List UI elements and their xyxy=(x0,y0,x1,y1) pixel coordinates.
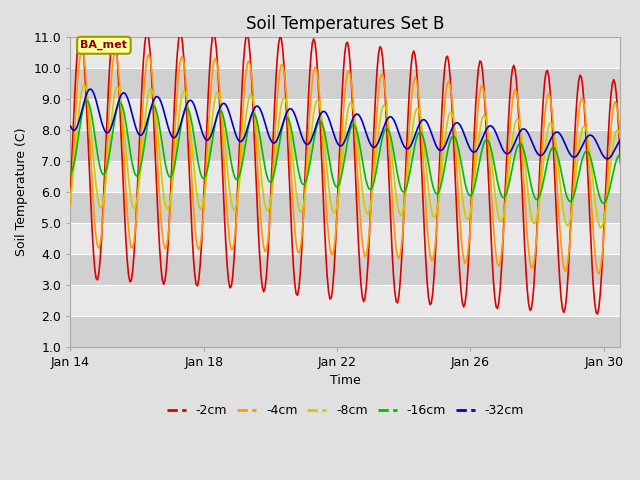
Bar xyxy=(70,254,620,285)
Text: BA_met: BA_met xyxy=(81,40,127,50)
Bar xyxy=(70,37,620,68)
Bar xyxy=(70,99,620,130)
Bar xyxy=(70,285,620,316)
X-axis label: Time: Time xyxy=(330,374,361,387)
Bar xyxy=(70,316,620,347)
Bar xyxy=(70,130,620,161)
Y-axis label: Soil Temperature (C): Soil Temperature (C) xyxy=(15,128,28,256)
Bar xyxy=(70,192,620,223)
Legend: -2cm, -4cm, -8cm, -16cm, -32cm: -2cm, -4cm, -8cm, -16cm, -32cm xyxy=(162,399,529,422)
Title: Soil Temperatures Set B: Soil Temperatures Set B xyxy=(246,15,445,33)
Bar xyxy=(70,223,620,254)
Bar xyxy=(70,68,620,99)
Bar xyxy=(70,161,620,192)
